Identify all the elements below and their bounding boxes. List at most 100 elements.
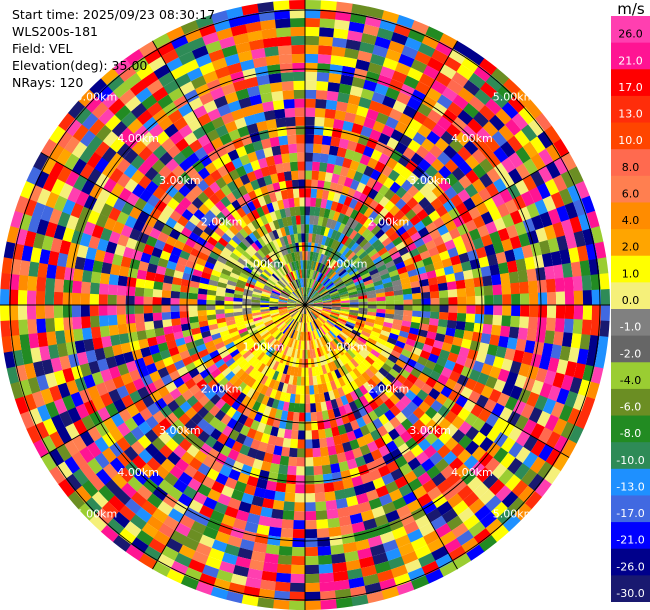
range-bin	[348, 577, 365, 589]
range-bin	[97, 188, 111, 204]
range-bin	[460, 338, 472, 350]
range-bin	[341, 384, 350, 396]
range-bin	[89, 410, 104, 427]
range-bin	[307, 322, 311, 332]
range-bin	[320, 599, 337, 610]
range-bin	[196, 236, 208, 247]
range-bin	[274, 283, 284, 291]
range-bin	[200, 214, 212, 226]
range-bin	[363, 344, 373, 353]
range-bin	[430, 297, 440, 306]
range-bin	[374, 260, 385, 269]
range-bin	[288, 272, 295, 282]
range-bin	[322, 307, 332, 311]
range-bin	[430, 79, 447, 95]
range-bin	[279, 294, 289, 299]
range-bin	[242, 265, 253, 274]
range-bin	[158, 116, 174, 131]
range-bin	[19, 259, 31, 276]
range-bin	[70, 202, 84, 219]
range-bin	[296, 302, 305, 305]
range-bin	[335, 101, 349, 113]
range-bin	[273, 330, 281, 339]
range-bin	[295, 125, 306, 135]
range-bin	[529, 456, 546, 474]
range-bin	[243, 455, 256, 468]
range-bin	[462, 514, 481, 531]
range-bin	[241, 594, 259, 607]
range-bin	[411, 202, 424, 215]
range-bin	[313, 465, 323, 476]
range-bin	[398, 246, 409, 257]
range-bin	[402, 105, 418, 119]
range-bin	[544, 330, 555, 345]
range-bin	[374, 514, 389, 527]
range-bin	[367, 264, 377, 273]
range-bin	[272, 599, 290, 610]
range-bin	[218, 277, 229, 285]
range-bin	[207, 220, 219, 232]
range-bin	[387, 216, 399, 228]
range-bin	[70, 391, 84, 408]
range-bin	[198, 203, 210, 215]
range-bin	[320, 0, 338, 11]
range-bin	[362, 185, 373, 197]
range-bin	[457, 296, 467, 306]
range-bin	[564, 233, 578, 250]
range-bin	[235, 231, 246, 242]
range-bin	[311, 310, 320, 317]
range-bin	[198, 504, 214, 519]
range-bin	[123, 445, 139, 462]
range-bin	[345, 39, 362, 51]
range-bin	[196, 418, 210, 431]
range-bin	[224, 53, 241, 67]
range-bin	[162, 356, 174, 368]
range-bin	[305, 278, 308, 288]
range-bin	[197, 191, 210, 204]
range-bin	[400, 325, 411, 333]
range-bin	[312, 375, 318, 386]
range-bin	[201, 564, 220, 579]
range-bin	[219, 272, 230, 281]
range-bin	[340, 310, 350, 315]
range-bin	[321, 245, 328, 255]
range-bin	[444, 239, 456, 251]
range-bin	[126, 322, 137, 334]
range-bin	[143, 304, 153, 314]
range-bin	[282, 437, 291, 448]
range-bin	[112, 220, 125, 235]
range-bin	[192, 159, 205, 173]
range-bin	[287, 134, 297, 145]
range-bin	[358, 301, 368, 306]
range-bin	[203, 174, 216, 187]
range-bin	[253, 285, 264, 292]
range-bin	[274, 581, 291, 592]
range-bin	[273, 271, 282, 280]
range-bin	[272, 370, 280, 381]
range-bin	[249, 329, 259, 337]
range-bin	[292, 320, 298, 330]
range-bin	[24, 362, 37, 380]
range-bin	[480, 363, 493, 376]
range-bin	[26, 166, 42, 185]
range-bin	[375, 112, 390, 125]
range-bin	[327, 445, 337, 456]
range-bin	[492, 417, 507, 433]
range-bin	[26, 304, 37, 320]
range-bin	[269, 303, 279, 305]
range-bin	[262, 37, 279, 49]
range-bin	[599, 273, 610, 290]
range-bin	[325, 320, 335, 328]
range-bin	[431, 49, 449, 65]
range-bin	[91, 490, 109, 508]
range-bin	[403, 470, 418, 484]
range-bin	[65, 170, 80, 187]
range-bin	[586, 381, 600, 400]
range-bin	[338, 83, 352, 95]
range-bin	[215, 304, 225, 310]
range-bin	[319, 226, 326, 236]
range-bin	[291, 252, 296, 262]
range-bin	[291, 339, 296, 349]
range-bin	[231, 388, 242, 400]
range-bin	[302, 251, 306, 261]
